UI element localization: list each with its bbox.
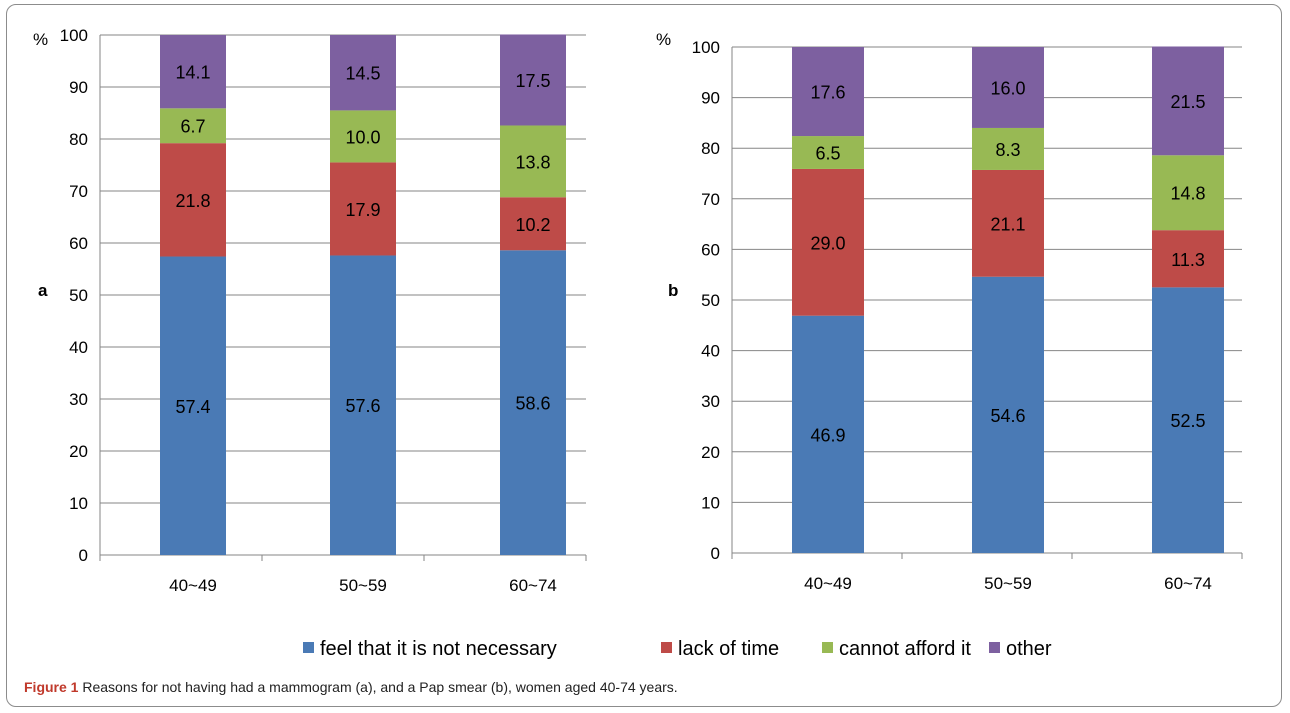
data-label: 14.5 (345, 64, 380, 84)
y-tick-label: 40 (69, 338, 88, 357)
data-label: 14.1 (175, 63, 210, 83)
y-tick-label: 0 (711, 544, 720, 563)
y-tick-label: 70 (701, 190, 720, 209)
data-label: 6.5 (815, 144, 840, 164)
bar-segment (792, 47, 864, 137)
panel-letter: a (38, 281, 48, 300)
bar-segment (972, 276, 1044, 553)
x-tick-label: 40~49 (169, 576, 217, 595)
bar-segment (1152, 155, 1224, 231)
y-tick-label: 70 (69, 182, 88, 201)
bar-segment (330, 110, 396, 163)
legend-swatch (989, 642, 1000, 653)
y-tick-label: 50 (701, 291, 720, 310)
y-tick-label: 20 (69, 442, 88, 461)
y-tick-label: 90 (701, 89, 720, 108)
bar-segment (972, 47, 1044, 128)
data-label: 54.6 (990, 406, 1025, 426)
bar-segment (330, 255, 396, 556)
data-label: 29.0 (810, 233, 845, 253)
data-label: 21.8 (175, 191, 210, 211)
data-label: 14.8 (1170, 184, 1205, 204)
data-label: 16.0 (990, 78, 1025, 98)
panel-letter: b (668, 281, 678, 300)
bar-segment (792, 315, 864, 553)
data-label: 13.8 (515, 152, 550, 172)
y-tick-label: 80 (69, 130, 88, 149)
x-tick-label: 50~59 (339, 576, 387, 595)
data-label: 46.9 (810, 425, 845, 445)
data-label: 11.3 (1171, 250, 1205, 270)
bar-segment (160, 256, 226, 555)
bar-segment (330, 35, 396, 111)
data-label: 10.2 (515, 215, 550, 235)
data-label: 10.0 (345, 127, 380, 147)
data-label: 21.5 (1170, 92, 1205, 112)
legend-label: lack of time (678, 638, 779, 660)
y-tick-label: 100 (60, 26, 88, 45)
bar-segment (972, 127, 1044, 170)
bar-segment (1152, 46, 1224, 156)
bar-segment (160, 108, 226, 144)
data-label: 17.9 (345, 200, 380, 220)
bar-segment (160, 35, 226, 109)
y-tick-label: 60 (701, 240, 720, 259)
legend-label: cannot afford it (839, 638, 971, 660)
x-tick-label: 40~49 (804, 574, 852, 593)
legend-label: feel that it is not necessary (320, 638, 557, 660)
y-tick-label: 90 (69, 78, 88, 97)
data-label: 58.6 (515, 394, 550, 414)
bar-segment (500, 125, 566, 198)
y-tick-label: 50 (69, 286, 88, 305)
legend-swatch (661, 642, 672, 653)
figure-label: Figure 1 (24, 679, 79, 695)
y-tick-label: 40 (701, 342, 720, 361)
data-label: 6.7 (180, 117, 205, 137)
data-label: 57.4 (175, 397, 210, 417)
y-tick-label: 20 (701, 443, 720, 462)
bar-segment (160, 143, 226, 257)
bar-segment (500, 250, 566, 555)
caption-text: Reasons for not having had a mammogram (… (82, 679, 678, 695)
bar-segment (1152, 287, 1224, 553)
legend-label: other (1006, 638, 1052, 660)
data-label: 57.6 (345, 396, 380, 416)
x-tick-label: 60~74 (509, 576, 557, 595)
legend-swatch (822, 642, 833, 653)
y-tick-label: 10 (69, 494, 88, 513)
data-label: 21.1 (990, 214, 1025, 234)
legend-swatch (303, 642, 314, 653)
data-label: 17.6 (810, 83, 845, 103)
bar-segment (330, 162, 396, 256)
data-label: 8.3 (995, 140, 1020, 160)
x-tick-label: 50~59 (984, 574, 1032, 593)
y-axis-label: % (33, 30, 48, 49)
bar-segment (792, 136, 864, 169)
y-tick-label: 0 (79, 546, 88, 565)
figure-caption: Figure 1 Reasons for not having had a ma… (24, 679, 678, 695)
y-tick-label: 30 (701, 392, 720, 411)
y-tick-label: 80 (701, 139, 720, 158)
y-tick-label: 100 (692, 38, 720, 57)
data-label: 17.5 (515, 71, 550, 91)
data-label: 52.5 (1170, 411, 1205, 431)
bar-segment (500, 34, 566, 126)
y-axis-label: % (656, 30, 671, 49)
figure-frame (6, 4, 1282, 707)
y-tick-label: 10 (701, 493, 720, 512)
bar-segment (792, 168, 864, 316)
x-tick-label: 60~74 (1164, 574, 1212, 593)
y-tick-label: 60 (69, 234, 88, 253)
bar-segment (1152, 230, 1224, 288)
bar-segment (500, 197, 566, 251)
y-tick-label: 30 (69, 390, 88, 409)
bar-segment (972, 169, 1044, 277)
